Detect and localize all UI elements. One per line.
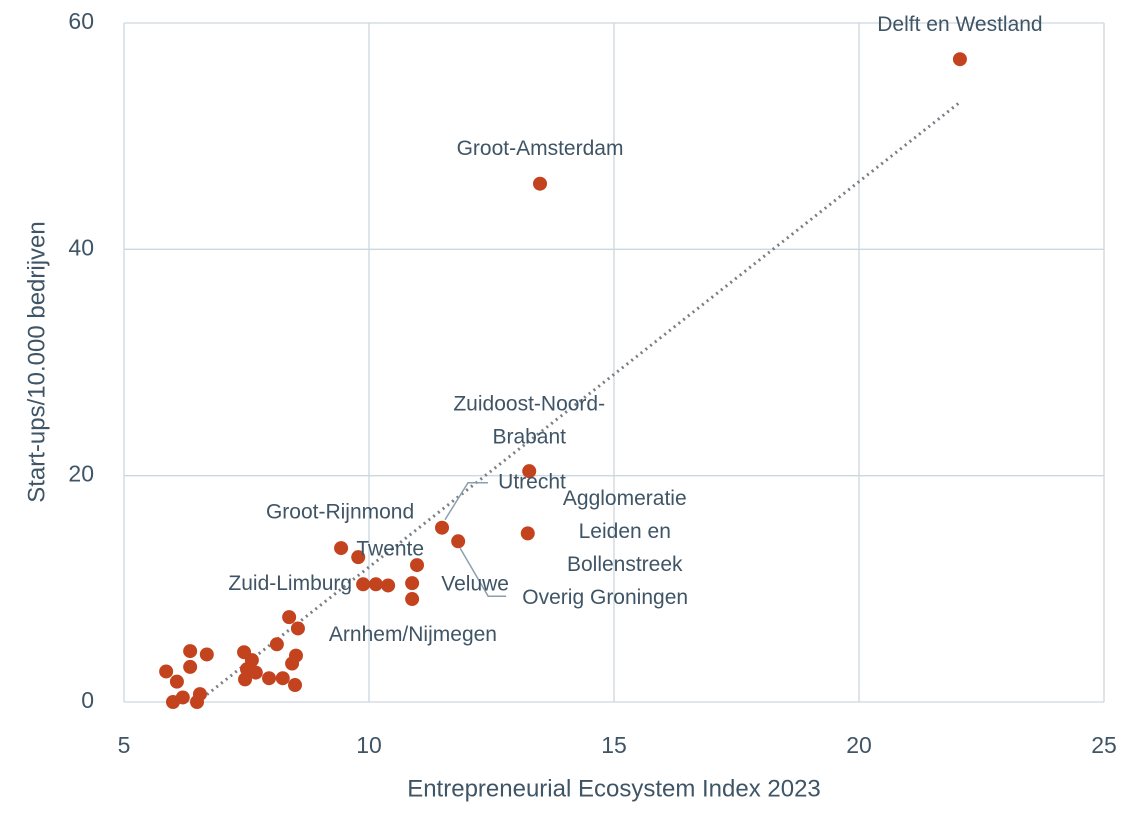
point xyxy=(381,578,396,593)
point-label: Zuid-Limburg xyxy=(228,572,352,595)
point-label: Twente xyxy=(356,538,424,561)
point xyxy=(183,659,198,674)
point-label: Arnhem/Nijmegen xyxy=(329,623,497,646)
point xyxy=(435,520,450,535)
point-label: Agglomeratie xyxy=(563,487,687,510)
x-axis-label: Entrepreneurial Ecosystem Index 2023 xyxy=(407,775,821,802)
point xyxy=(368,577,383,592)
point-label: Leiden en xyxy=(579,520,671,543)
point-label: Groot-Amsterdam xyxy=(457,137,624,160)
x-tick-label: 10 xyxy=(356,732,382,758)
point xyxy=(183,644,198,659)
y-tick-label: 20 xyxy=(68,461,94,487)
point-label: Bollenstreek xyxy=(567,553,683,576)
point xyxy=(190,695,205,709)
y-axis-label: Start-ups/10.000 bedrijven xyxy=(23,221,50,503)
point-label: Brabant xyxy=(492,426,566,449)
point xyxy=(269,637,284,652)
point xyxy=(334,541,349,556)
point xyxy=(282,610,297,625)
point xyxy=(288,678,303,693)
leader-line xyxy=(444,481,489,521)
point xyxy=(169,674,184,689)
point-label: Veluwe xyxy=(441,573,509,596)
point xyxy=(290,621,305,636)
x-tick-label: 15 xyxy=(601,732,627,758)
point xyxy=(952,52,967,67)
y-tick-label: 60 xyxy=(68,8,94,34)
point xyxy=(351,550,366,565)
point-label: Utrecht xyxy=(498,470,566,493)
x-tick-label: 20 xyxy=(846,732,872,758)
x-tick-label: 25 xyxy=(1091,732,1117,758)
point xyxy=(262,671,277,686)
point xyxy=(159,664,174,679)
leader-line xyxy=(459,547,507,598)
point xyxy=(451,534,466,549)
point-label: Zuidoost-Noord- xyxy=(453,393,605,416)
point xyxy=(238,672,253,687)
point xyxy=(522,464,537,479)
point-label: Groot-Rijnmond xyxy=(266,501,414,524)
point xyxy=(410,558,425,573)
point xyxy=(405,592,420,607)
point xyxy=(405,576,420,591)
point-label: Overig Groningen xyxy=(522,586,688,609)
point xyxy=(199,647,214,662)
point xyxy=(533,176,548,191)
point xyxy=(520,526,535,541)
point xyxy=(248,665,263,680)
point-label: Delft en Westland xyxy=(877,13,1042,36)
point xyxy=(275,671,290,686)
point xyxy=(285,656,300,671)
x-tick-label: 5 xyxy=(118,732,131,758)
point xyxy=(356,577,371,592)
point xyxy=(166,695,180,709)
y-tick-label: 40 xyxy=(68,234,94,260)
y-tick-label: 0 xyxy=(81,687,94,713)
